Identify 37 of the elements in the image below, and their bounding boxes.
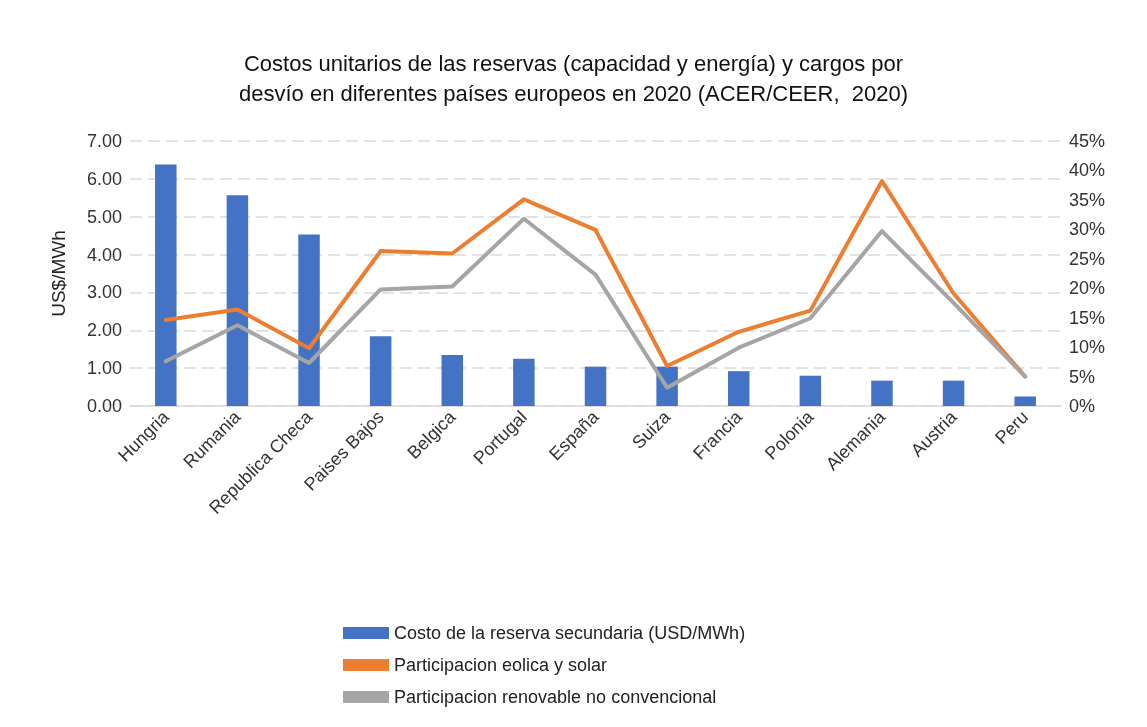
bar: [226, 195, 249, 406]
bar: [513, 358, 535, 406]
y-tick-label: 3.00: [86, 282, 122, 303]
y-tick-label: 2.00: [86, 320, 122, 341]
y-tick-label: 0.00: [86, 396, 122, 416]
y-tick-label: 7.00: [86, 131, 122, 151]
bar: [799, 375, 822, 406]
y-tick-label: 4.00: [86, 244, 122, 265]
chart-title: Costos unitarios de las reservas (capacidad y energía) y cargos por desvío en diferentes países europeos en 2020 (ACER/CEER, 2020): [239, 50, 908, 106]
y2-tick-label: 5%: [1069, 366, 1096, 387]
line-series: [163, 179, 1028, 379]
bar: [584, 366, 607, 406]
legend-label: Participacion renovable no convencional: [394, 687, 717, 707]
y2-tick-label: 20%: [1069, 278, 1106, 299]
legend-label: Participacion eolica y solar: [394, 655, 608, 675]
y2-tick-label: 35%: [1069, 189, 1106, 210]
y-tick-label: 5.00: [86, 206, 122, 227]
y2-tick-label: 15%: [1069, 307, 1106, 328]
y-tick-label: 6.00: [86, 168, 122, 189]
y2-tick-label: 40%: [1069, 160, 1106, 181]
y2-tick-label: 30%: [1069, 219, 1106, 240]
bar: [727, 371, 750, 406]
y-axis-title: US$/MWh: [48, 230, 69, 317]
y2-tick-label: 25%: [1069, 248, 1106, 269]
y2-tick-label: 45%: [1069, 131, 1106, 151]
bar: [1014, 396, 1036, 406]
y-tick-label: 1.00: [86, 358, 122, 379]
y2-tick-label: 10%: [1069, 337, 1106, 358]
bar: [369, 336, 392, 406]
bar: [298, 234, 320, 406]
y2-tick-label: 0%: [1069, 396, 1096, 416]
bar: [441, 354, 464, 406]
line-series: [163, 216, 1028, 390]
bar: [942, 380, 965, 406]
bar: [155, 164, 177, 406]
legend-label: Costo de la reserva secundaria (USD/MWh): [394, 623, 746, 643]
bar: [871, 380, 893, 406]
